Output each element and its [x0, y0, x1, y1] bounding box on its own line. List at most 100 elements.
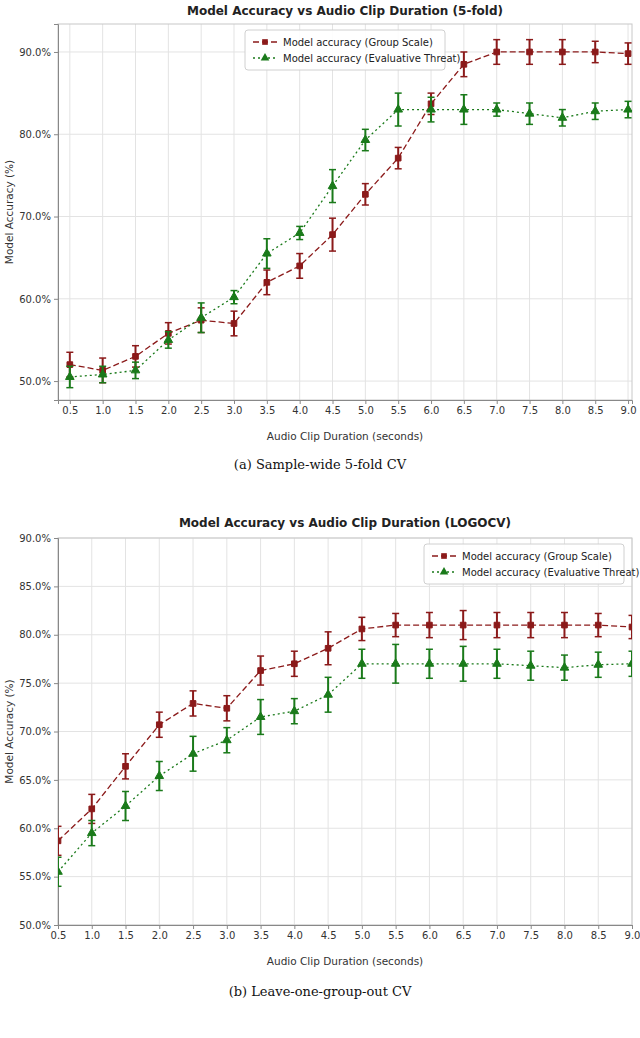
- grid-line-x: [530, 538, 531, 925]
- x-tick-mark: [227, 925, 228, 929]
- y-tick-label: 70.0%: [19, 211, 51, 222]
- grid-line-x: [529, 24, 530, 400]
- error-bar-cap: [329, 250, 336, 252]
- error-bar-cap: [625, 64, 632, 66]
- x-tick: 1.0: [95, 400, 111, 416]
- x-tick: 9.0: [625, 925, 640, 941]
- x-tick: 8.0: [555, 400, 571, 416]
- error-bar: [493, 649, 500, 678]
- error-bar-cap: [526, 124, 533, 126]
- error-bar: [190, 736, 197, 771]
- error-bar-cap: [362, 150, 369, 152]
- x-tick: 8.5: [588, 400, 604, 416]
- marker: [290, 706, 299, 713]
- data-layer: [58, 611, 632, 887]
- error-bar-cap: [88, 820, 95, 822]
- x-tick-mark: [103, 400, 104, 404]
- grid-line-x: [496, 538, 497, 925]
- marker: [155, 771, 164, 778]
- error-bar-cap: [493, 612, 500, 614]
- error-bar-cap: [231, 310, 238, 312]
- error-bar-cap: [223, 695, 230, 697]
- marker: [624, 105, 632, 112]
- grid-line-y: [58, 381, 632, 382]
- y-tick: 55.0%: [19, 871, 58, 882]
- error-bar-cap: [291, 676, 298, 678]
- x-tick-mark: [201, 400, 202, 404]
- marker: [391, 659, 400, 666]
- y-tick-mark: [54, 381, 58, 382]
- x-tick-label: 7.5: [523, 930, 539, 941]
- error-bar-cap: [595, 613, 602, 615]
- marker: [324, 690, 333, 697]
- error-bar-cap: [156, 737, 163, 739]
- error-bar: [296, 254, 303, 279]
- x-tick-label: 0.5: [51, 930, 67, 941]
- error-bar-cap: [122, 753, 129, 755]
- x-tick-mark: [598, 925, 599, 929]
- error-bar-cap: [190, 736, 197, 738]
- x-tick: 2.5: [186, 925, 202, 941]
- error-bar-cap: [561, 654, 568, 656]
- x-tick-mark: [300, 400, 301, 404]
- error-bar-cap: [58, 857, 62, 859]
- marker: [395, 155, 401, 161]
- error-bar-cap: [291, 698, 298, 700]
- error-bar: [132, 362, 139, 378]
- error-bar-cap: [325, 711, 332, 713]
- error-bar-cap: [426, 649, 433, 651]
- x-tick-label: 6.5: [456, 930, 472, 941]
- y-tick: 90.0%: [19, 533, 58, 544]
- error-bar-cap: [132, 378, 139, 380]
- plot-frame: [58, 538, 632, 925]
- error-bar-cap: [156, 790, 163, 792]
- x-tick-mark: [92, 925, 93, 929]
- y-tick: 85.0%: [19, 581, 58, 592]
- marker: [494, 622, 500, 628]
- marker: [133, 354, 139, 360]
- series: [58, 644, 632, 886]
- error-bar-cap: [625, 42, 632, 44]
- error-bar: [561, 612, 568, 637]
- legend-label: Model accuracy (Evaluative Threat): [283, 53, 460, 64]
- grid-line-x: [429, 538, 430, 925]
- series: [66, 40, 631, 383]
- x-tick-label: 8.0: [555, 405, 571, 416]
- marker: [528, 622, 534, 628]
- error-bar-cap: [99, 366, 106, 368]
- x-axis-line: [59, 926, 633, 930]
- marker: [526, 661, 535, 668]
- error-bar-cap: [392, 613, 399, 615]
- caption: (b) Leave-one-group-out CV: [229, 984, 412, 999]
- y-tick-label: 50.0%: [19, 920, 51, 931]
- error-bar-cap: [358, 678, 365, 680]
- marker: [560, 663, 569, 670]
- error-bar-cap: [223, 720, 230, 722]
- chart: 0.51.01.52.02.53.03.54.04.55.05.56.06.57…: [3, 516, 640, 999]
- series-line: [70, 52, 628, 370]
- error-bar: [392, 613, 399, 636]
- x-axis-title: Audio Clip Duration (seconds): [267, 955, 423, 967]
- error-bar-cap: [358, 649, 365, 651]
- error-bar-cap: [561, 679, 568, 681]
- x-tick-mark: [193, 925, 194, 929]
- error-bar-cap: [263, 269, 270, 271]
- grid-line-x: [266, 24, 267, 400]
- error-bar-cap: [559, 125, 566, 127]
- grid-line-x: [431, 24, 432, 400]
- error-bar-cap: [527, 679, 534, 681]
- error-bar: [223, 696, 230, 721]
- grid-line-y: [58, 634, 632, 635]
- y-axis-title: Model Accuracy (%): [3, 679, 15, 783]
- grid-line-x: [201, 24, 202, 400]
- x-tick: 1.5: [128, 400, 144, 416]
- y-axis-title: Model Accuracy (%): [3, 160, 15, 264]
- x-tick-mark: [294, 925, 295, 929]
- x-tick: 4.5: [325, 400, 341, 416]
- error-bar-cap: [561, 612, 568, 614]
- marker: [58, 838, 61, 844]
- error-bar: [527, 612, 534, 637]
- error-bar: [460, 52, 467, 77]
- error-bar-cap: [58, 826, 62, 828]
- grid-line-x: [125, 538, 126, 925]
